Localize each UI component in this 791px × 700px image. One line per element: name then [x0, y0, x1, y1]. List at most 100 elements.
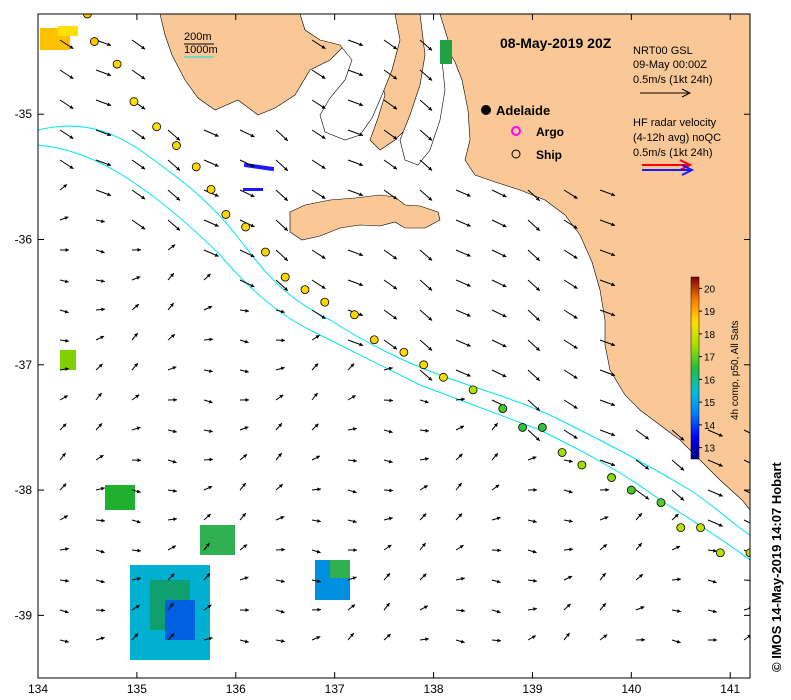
current-arrow [419, 249, 433, 261]
current-arrow [671, 489, 685, 501]
current-arrow [167, 488, 177, 493]
ship-observation-point [320, 297, 330, 307]
current-arrow [671, 639, 681, 644]
ship-observation-point [676, 523, 686, 533]
current-arrow [131, 276, 141, 281]
current-arrow [347, 189, 364, 197]
current-arrow [203, 542, 211, 551]
colorbar-tick-label: 13 [704, 444, 716, 455]
contour-200m [38, 125, 750, 536]
current-arrow [491, 422, 499, 431]
current-arrow [599, 429, 616, 437]
current-arrow [671, 459, 685, 471]
current-arrow [131, 332, 139, 341]
current-arrow [347, 632, 355, 641]
current-arrow [59, 338, 69, 343]
current-arrow [239, 308, 249, 313]
current-arrow [347, 279, 364, 287]
current-arrow [59, 183, 68, 191]
current-arrow [347, 159, 364, 167]
current-arrow [527, 309, 541, 322]
colorbar-tick-label: 20 [704, 284, 716, 295]
ship-observation-point [129, 97, 139, 107]
current-arrow [239, 189, 255, 198]
current-arrow [419, 542, 426, 551]
current-arrow [95, 99, 112, 107]
current-arrow [347, 99, 364, 107]
ship-observation-point [172, 141, 181, 150]
current-arrow [491, 452, 499, 461]
current-arrow [491, 219, 507, 228]
ship-observation-point [83, 14, 92, 19]
current-arrow [491, 484, 500, 491]
current-arrow [383, 39, 398, 50]
current-arrow [635, 489, 650, 500]
current-arrow [239, 426, 249, 431]
current-arrow [347, 519, 357, 524]
current-arrow [455, 189, 471, 197]
current-arrow [743, 489, 750, 494]
colorbar-ticks: 13 14 15 16 17 18 19 20 [699, 284, 716, 455]
current-arrow [311, 129, 326, 140]
ship-observation-point [626, 485, 636, 495]
current-arrow [455, 482, 462, 491]
current-arrow [635, 637, 646, 642]
current-arrow [59, 639, 69, 644]
current-arrow [455, 513, 463, 521]
current-arrow [707, 548, 717, 553]
current-arrow [707, 489, 723, 497]
current-arrow [563, 575, 573, 581]
current-arrow [95, 423, 103, 431]
current-arrow [527, 635, 537, 641]
current-arrow [599, 459, 616, 467]
current-arrow [167, 459, 177, 464]
current-arrow [203, 604, 212, 611]
adelaide-dot-icon [481, 105, 491, 115]
current-arrow [671, 577, 682, 582]
current-arrow [203, 159, 219, 167]
current-arrow [599, 543, 608, 551]
current-arrow [707, 579, 717, 584]
ship-observation-point [112, 59, 122, 69]
argo-label: Argo [536, 125, 564, 139]
current-arrow [599, 369, 616, 377]
colorbar-tick-label: 14 [704, 421, 716, 432]
current-arrow [491, 579, 501, 584]
current-arrow [275, 422, 283, 431]
current-arrow [311, 607, 322, 612]
current-arrow [95, 454, 104, 461]
ship-observation-point [206, 184, 216, 194]
current-arrow [95, 608, 106, 613]
ship-observation-point [557, 448, 567, 457]
current-arrow [167, 545, 177, 551]
current-arrow [311, 579, 321, 584]
current-arrow [383, 309, 398, 320]
current-arrow [491, 548, 502, 553]
colorbar-tick-label: 16 [704, 375, 716, 386]
current-arrow [707, 638, 718, 642]
current-arrow [59, 452, 66, 461]
current-arrow [347, 69, 364, 77]
current-arrow [203, 572, 211, 581]
current-arrow [311, 334, 320, 341]
current-arrow [383, 279, 398, 290]
current-arrow [59, 279, 69, 284]
current-arrow [455, 453, 463, 461]
current-arrow [275, 547, 286, 552]
current-arrow [239, 608, 250, 612]
current-arrow [131, 303, 140, 311]
current-arrow [383, 633, 392, 641]
current-arrow [347, 39, 364, 47]
current-arrow [59, 578, 69, 583]
current-arrow [239, 249, 255, 258]
ship-observation-point [607, 473, 616, 482]
current-arrow [311, 636, 321, 641]
current-arrow [95, 129, 112, 137]
current-arrow [491, 309, 507, 318]
current-arrow [167, 244, 176, 251]
current-arrow [347, 249, 364, 257]
ship-observation-point [399, 347, 409, 357]
current-arrow [311, 455, 321, 461]
current-arrow [203, 485, 213, 491]
